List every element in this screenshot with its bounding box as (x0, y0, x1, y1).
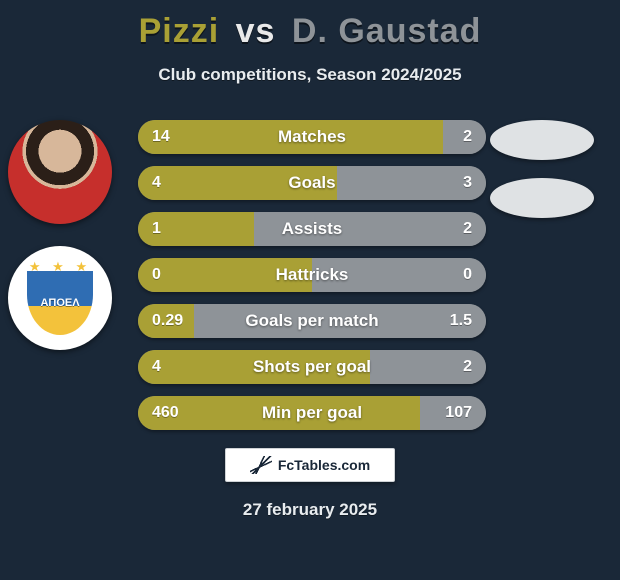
stat-bars: 142Matches43Goals12Assists00Hattricks0.2… (138, 120, 486, 442)
player1-avatar (8, 120, 112, 224)
crest-shield: ΑΠΟΕΛ (27, 271, 93, 335)
brand-text: FcTables.com (278, 457, 370, 473)
title-player2: D. Gaustad (292, 12, 481, 50)
stat-value-left: 4 (138, 350, 175, 384)
right-avatar-column (490, 120, 608, 236)
brand-logo-icon (250, 456, 272, 474)
stat-value-right: 2 (449, 120, 486, 154)
stat-value-right: 107 (431, 396, 486, 430)
stat-value-left: 460 (138, 396, 193, 430)
crest-graphic: ★ ★ ★ ΑΠΟΕΛ (23, 261, 97, 335)
stat-value-right: 1.5 (436, 304, 486, 338)
comparison-title: Pizzi vs D. Gaustad (0, 0, 620, 51)
player2-club-placeholder (490, 178, 594, 218)
stat-value-left: 0.29 (138, 304, 197, 338)
left-avatar-column: ★ ★ ★ ΑΠΟΕΛ (8, 120, 118, 372)
stat-value-left: 4 (138, 166, 175, 200)
stat-bar: 43Goals (138, 166, 486, 200)
stat-value-right: 3 (449, 166, 486, 200)
stat-value-left: 14 (138, 120, 184, 154)
stat-bar: 42Shots per goal (138, 350, 486, 384)
stat-value-left: 1 (138, 212, 175, 246)
player2-avatar-placeholder (490, 120, 594, 160)
stat-bar: 460107Min per goal (138, 396, 486, 430)
player1-club-crest: ★ ★ ★ ΑΠΟΕΛ (8, 246, 112, 350)
crest-text: ΑΠΟΕΛ (40, 297, 79, 309)
stat-value-right: 2 (449, 212, 486, 246)
stat-bar: 0.291.5Goals per match (138, 304, 486, 338)
stat-bar: 12Assists (138, 212, 486, 246)
stat-value-right: 2 (449, 350, 486, 384)
brand-badge[interactable]: FcTables.com (225, 448, 395, 482)
stat-bar: 00Hattricks (138, 258, 486, 292)
subtitle: Club competitions, Season 2024/2025 (0, 65, 620, 85)
footer-date: 27 february 2025 (0, 500, 620, 520)
title-vs: vs (236, 12, 276, 50)
stat-value-right: 0 (449, 258, 486, 292)
title-player1: Pizzi (139, 12, 220, 50)
stat-value-left: 0 (138, 258, 175, 292)
stat-bar: 142Matches (138, 120, 486, 154)
